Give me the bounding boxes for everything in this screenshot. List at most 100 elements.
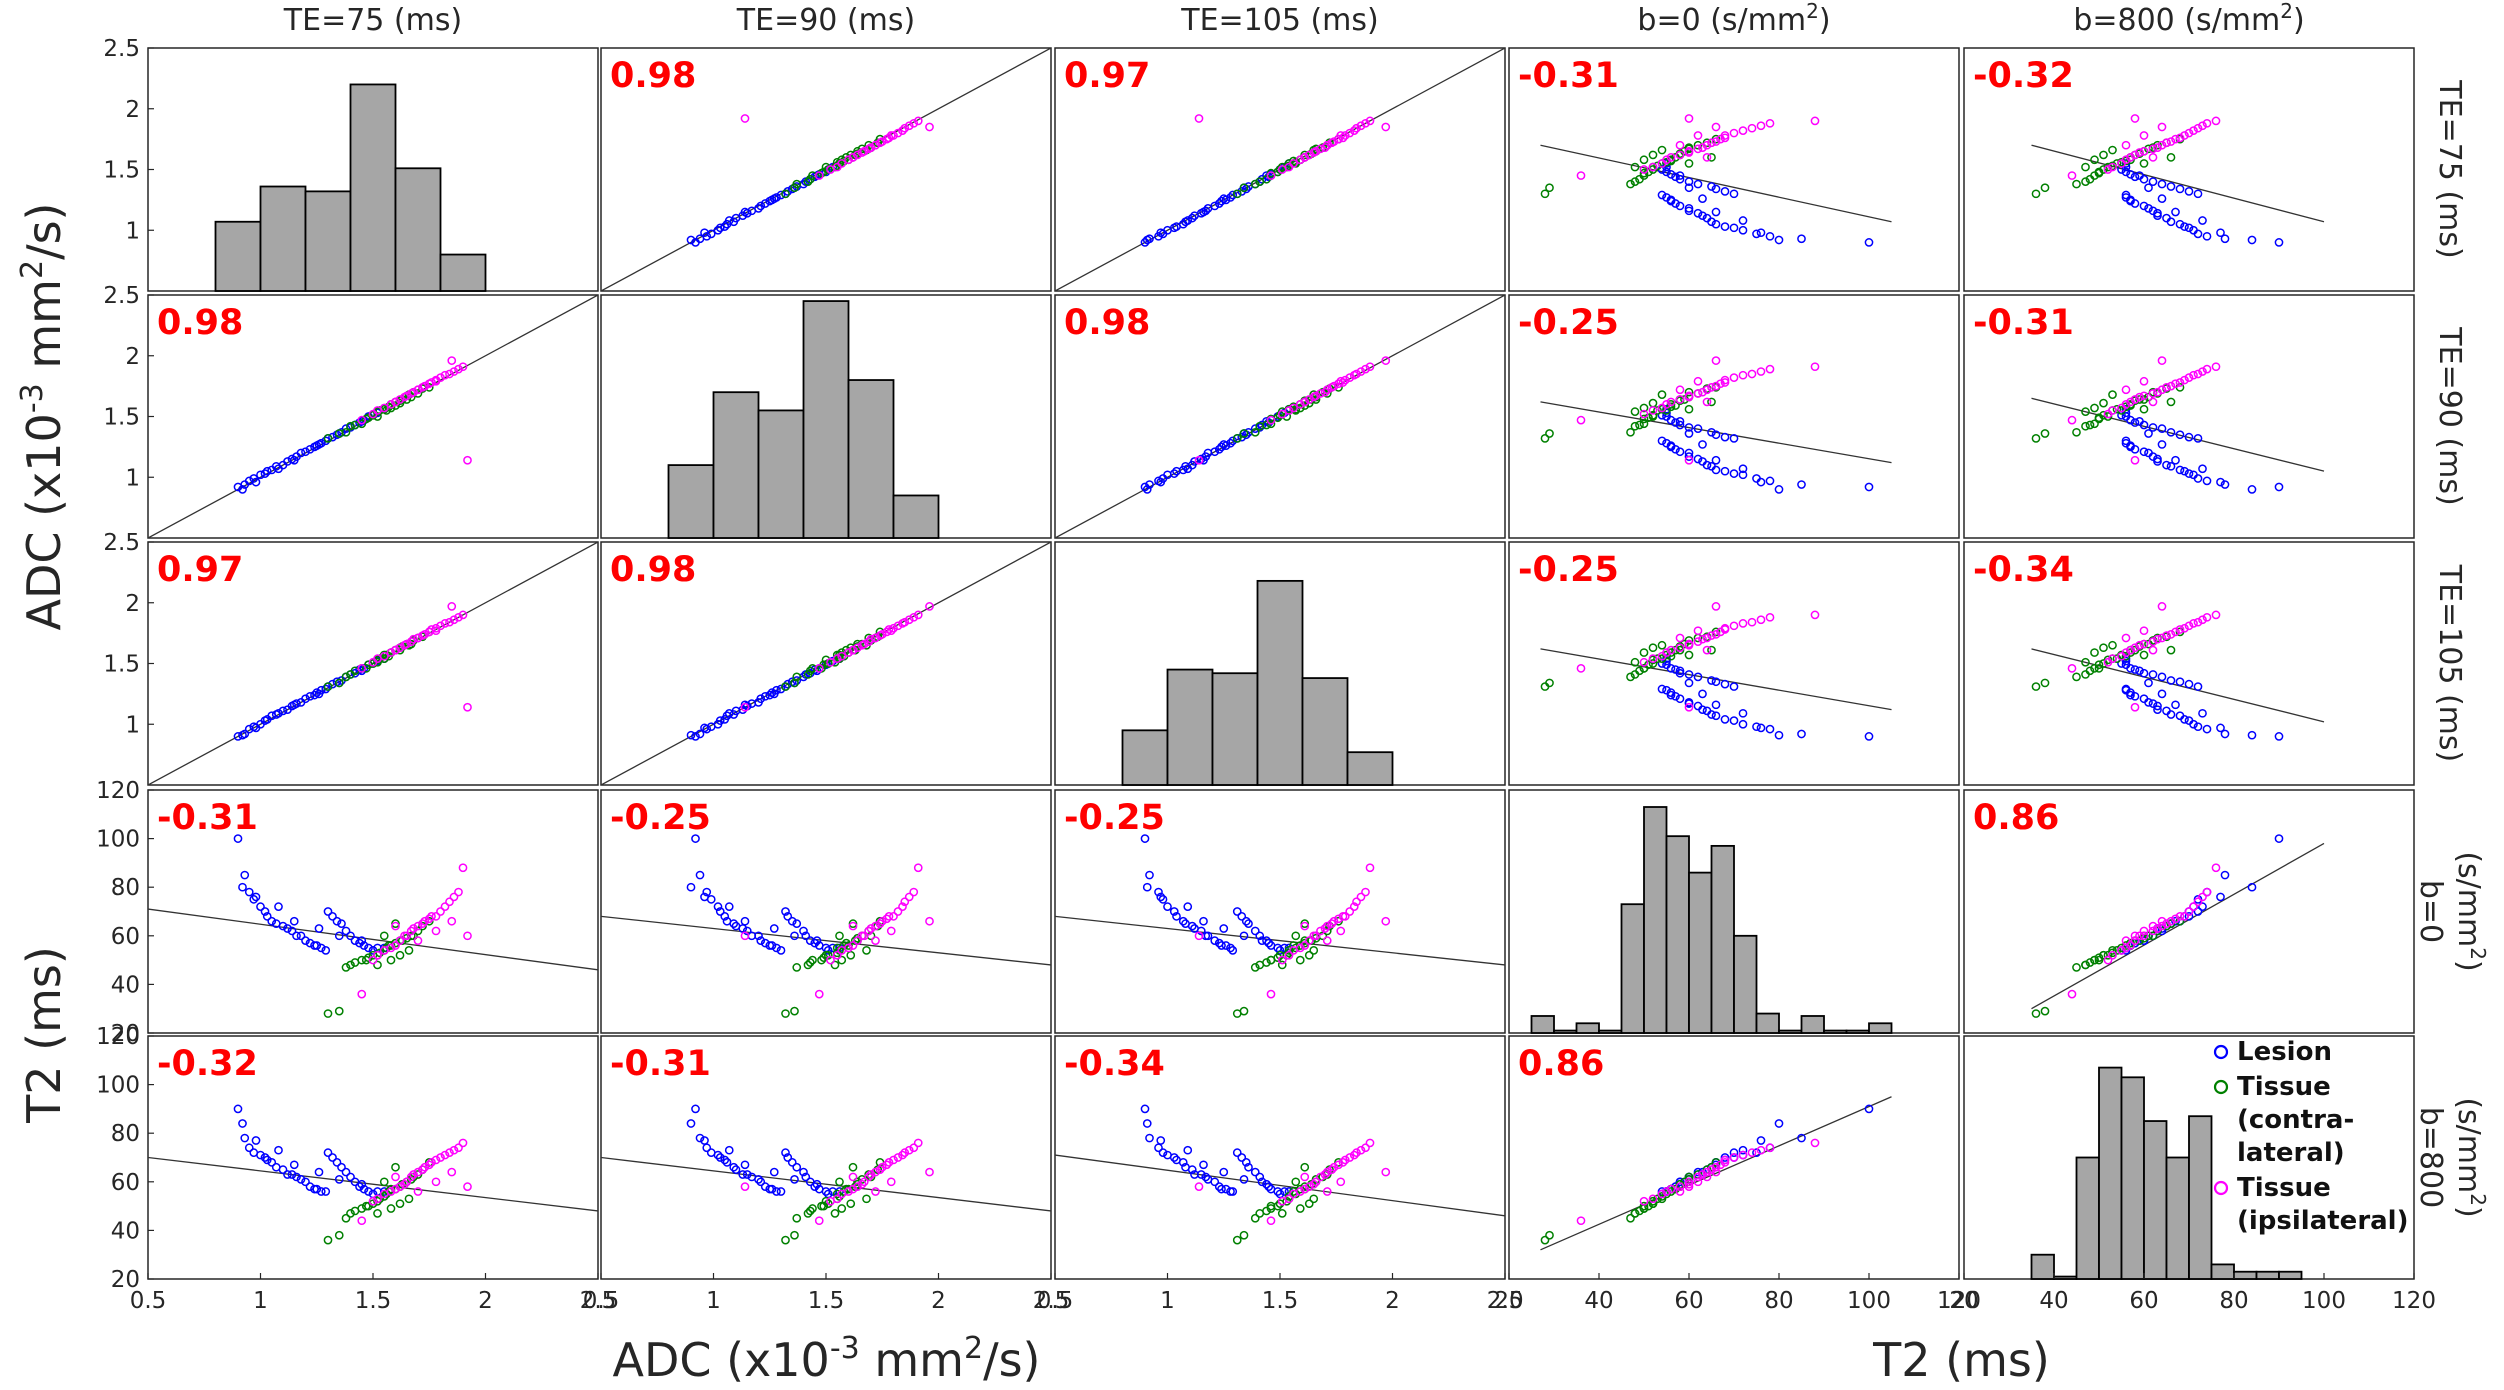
data-point bbox=[1684, 423, 1694, 432]
data-point bbox=[2148, 921, 2158, 931]
data-point bbox=[722, 1158, 732, 1167]
data-point bbox=[2184, 912, 2194, 921]
data-point bbox=[386, 1204, 396, 1213]
data-point bbox=[404, 1194, 414, 1204]
data-point bbox=[440, 619, 450, 628]
data-point bbox=[373, 950, 382, 960]
data-point bbox=[2198, 892, 2207, 902]
data-point bbox=[458, 362, 468, 372]
data-point bbox=[2175, 465, 2185, 475]
data-point bbox=[1797, 480, 1806, 489]
data-point bbox=[447, 1167, 457, 1177]
data-point bbox=[1322, 140, 1332, 150]
y-tick-label: 2 bbox=[125, 344, 140, 370]
data-point bbox=[792, 919, 802, 929]
data-point bbox=[2166, 397, 2176, 407]
data-point bbox=[1693, 140, 1703, 150]
panel-r0-c2: 0.97 bbox=[1054, 47, 1506, 292]
data-point bbox=[913, 116, 923, 126]
data-point bbox=[1250, 1167, 1260, 1177]
data-point bbox=[1250, 926, 1260, 936]
histogram-bar bbox=[1301, 677, 1349, 786]
data-point bbox=[1648, 162, 1658, 172]
data-point bbox=[1639, 657, 1649, 667]
data-point bbox=[1262, 171, 1271, 180]
data-point bbox=[1765, 231, 1775, 241]
data-point bbox=[2139, 926, 2149, 936]
data-point bbox=[1322, 921, 1332, 931]
data-point bbox=[1648, 1194, 1658, 1204]
data-point bbox=[1684, 636, 1694, 645]
data-point bbox=[2193, 897, 2203, 907]
data-point bbox=[1662, 648, 1671, 657]
data-point bbox=[1810, 610, 1820, 620]
fit-line bbox=[1540, 401, 1892, 464]
panel-r4-c4: 20 40 60 80 100 120 bbox=[1949, 1035, 2436, 1314]
data-point bbox=[1300, 397, 1310, 407]
data-point bbox=[386, 648, 396, 657]
data-point bbox=[323, 1148, 333, 1157]
histogram-bar bbox=[892, 494, 940, 539]
data-point bbox=[1653, 161, 1662, 171]
data-point bbox=[2126, 941, 2135, 950]
data-point bbox=[1327, 1165, 1337, 1175]
histogram-bar bbox=[1778, 1029, 1803, 1034]
data-point bbox=[1304, 398, 1314, 408]
data-point bbox=[1576, 415, 1586, 425]
data-point bbox=[391, 921, 400, 931]
data-point bbox=[2148, 926, 2158, 936]
data-point bbox=[449, 892, 459, 902]
data-point bbox=[395, 936, 405, 946]
data-point bbox=[769, 1167, 779, 1177]
panel-r3-c4: 0.86 bbox=[1963, 789, 2415, 1034]
data-point bbox=[431, 926, 441, 936]
data-point bbox=[1381, 356, 1391, 365]
correlation-label: -0.34 bbox=[1973, 550, 2074, 590]
data-point bbox=[2135, 666, 2144, 676]
panel-r1-c0: 0.98 1 1.5 2 2.5 bbox=[103, 283, 599, 539]
data-point bbox=[278, 921, 288, 931]
data-point bbox=[772, 1187, 781, 1196]
row-header: (s/mm2) bbox=[2451, 1097, 2490, 1217]
data-point bbox=[1693, 1172, 1703, 1182]
x-tick-label: 2.5 bbox=[580, 1288, 617, 1314]
data-point bbox=[1662, 438, 1671, 448]
data-point bbox=[431, 376, 441, 386]
data-point bbox=[256, 1150, 265, 1160]
data-point bbox=[898, 1150, 907, 1160]
data-point bbox=[1145, 870, 1154, 880]
data-point bbox=[1765, 364, 1775, 374]
data-point bbox=[1644, 660, 1653, 670]
data-point bbox=[251, 723, 261, 733]
data-point bbox=[1340, 131, 1350, 140]
data-point bbox=[1334, 1160, 1343, 1170]
data-point bbox=[2148, 206, 2158, 216]
data-point bbox=[1639, 168, 1649, 178]
data-point bbox=[1693, 179, 1703, 189]
correlation-label: 0.86 bbox=[1973, 798, 2059, 838]
data-point bbox=[1765, 1143, 1775, 1153]
data-point bbox=[1707, 645, 1716, 655]
data-point bbox=[877, 1162, 887, 1172]
data-point bbox=[2121, 167, 2131, 177]
data-point bbox=[844, 155, 853, 165]
data-point bbox=[1707, 397, 1716, 407]
data-point bbox=[2274, 834, 2284, 843]
data-point bbox=[2274, 482, 2284, 492]
data-point bbox=[305, 691, 315, 701]
data-point bbox=[760, 691, 770, 701]
data-point bbox=[1711, 1167, 1721, 1177]
data-point bbox=[2144, 183, 2153, 193]
data-point bbox=[391, 941, 400, 950]
panel-r2-c3: -0.25 bbox=[1508, 541, 1960, 786]
panel-r2-c1: 0.98 bbox=[600, 541, 1052, 786]
data-point bbox=[900, 617, 910, 627]
data-point bbox=[1241, 1158, 1251, 1167]
data-point bbox=[1648, 406, 1658, 415]
histogram-bar bbox=[1665, 835, 1690, 1034]
histogram-bar bbox=[2120, 1076, 2145, 1280]
data-point bbox=[1199, 916, 1208, 926]
data-point bbox=[256, 470, 265, 480]
data-point bbox=[404, 946, 414, 955]
data-point bbox=[2202, 612, 2212, 622]
